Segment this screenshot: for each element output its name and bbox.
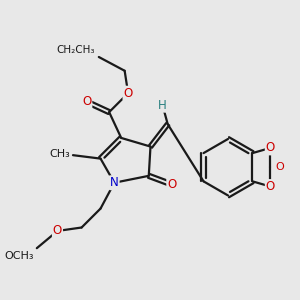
Text: O: O bbox=[167, 178, 176, 191]
Text: O: O bbox=[275, 162, 284, 172]
Text: O: O bbox=[266, 141, 275, 154]
Text: N: N bbox=[110, 176, 119, 189]
Text: O: O bbox=[82, 95, 92, 108]
Text: CH₂CH₃: CH₂CH₃ bbox=[57, 45, 95, 55]
Text: O: O bbox=[53, 224, 62, 238]
Text: OCH₃: OCH₃ bbox=[4, 251, 34, 261]
Text: O: O bbox=[124, 87, 133, 100]
Text: O: O bbox=[266, 180, 275, 193]
Text: H: H bbox=[158, 99, 167, 112]
Text: CH₃: CH₃ bbox=[50, 149, 70, 160]
